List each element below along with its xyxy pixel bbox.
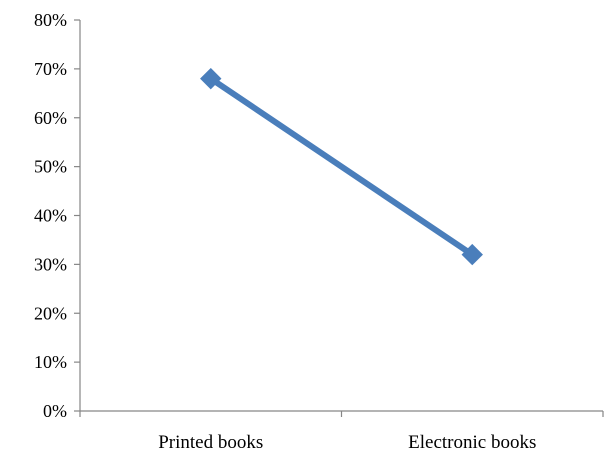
series-line: [207, 75, 476, 258]
y-axis: 0% 10% 20% 30% 40% 50% 60% 70% 80%: [34, 10, 81, 421]
y-tick-label: 40%: [34, 206, 67, 226]
y-tick-label: 0%: [43, 401, 67, 421]
y-tick-label: 30%: [34, 254, 67, 274]
data-point-marker: [461, 243, 483, 266]
y-tick-label: 80%: [34, 10, 67, 30]
x-axis: Printed books Electronic books: [79, 410, 604, 453]
data-point-marker: [200, 67, 222, 90]
series-layer: [200, 67, 483, 266]
x-category-label: Printed books: [158, 432, 263, 453]
y-tick-label: 10%: [34, 352, 67, 372]
y-tick-label: 70%: [34, 59, 67, 79]
y-tick-label: 60%: [34, 108, 67, 128]
y-tick-label: 20%: [34, 303, 67, 323]
x-category-label: Electronic books: [408, 432, 536, 453]
y-tick-label: 50%: [34, 157, 67, 177]
